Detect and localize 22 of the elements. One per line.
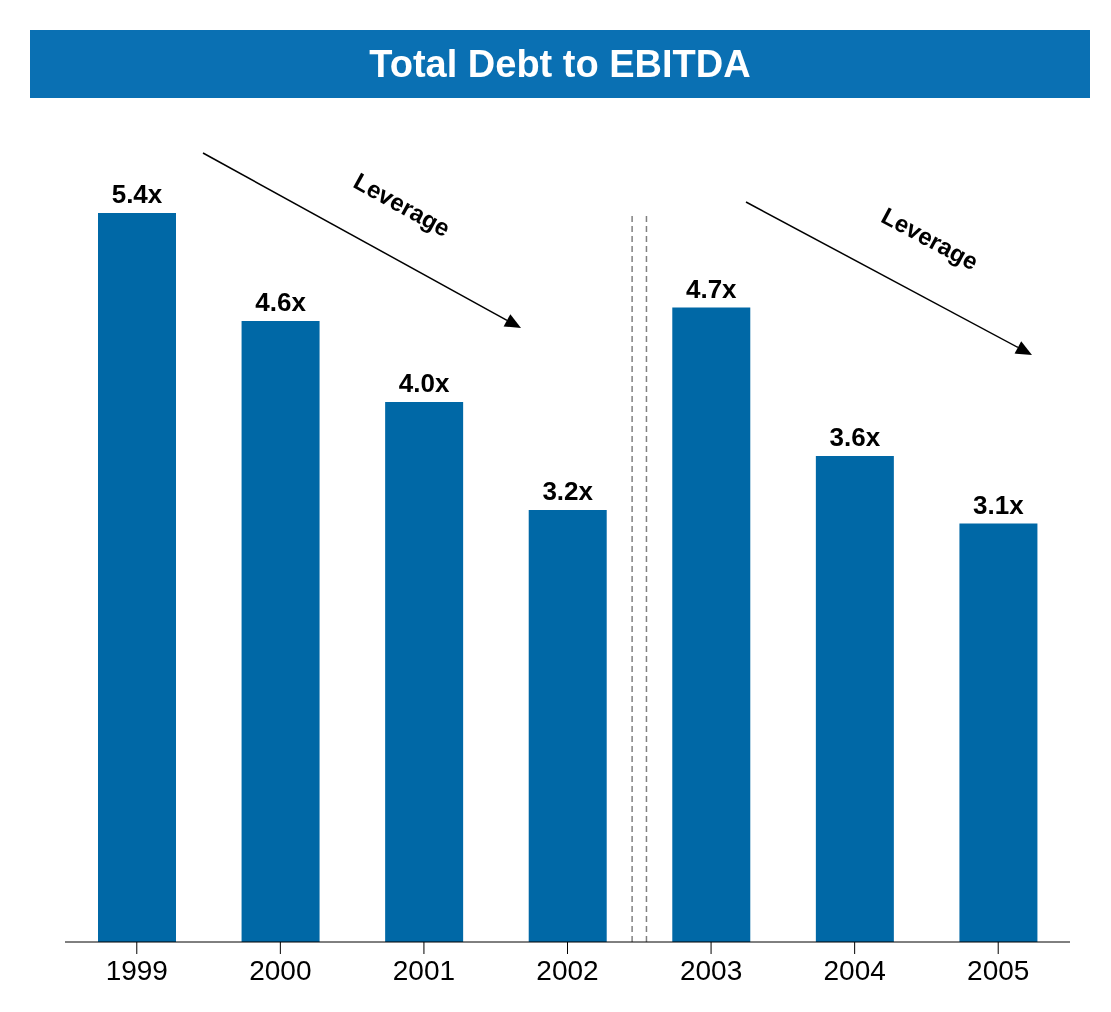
data-label: 3.6x [829,422,881,452]
data-label: 4.0x [398,368,450,398]
data-label: 4.7x [685,273,738,304]
chart-title: Total Debt to EBITDA [30,30,1090,98]
bar [385,402,464,942]
bar [815,456,894,942]
bar [672,307,751,942]
data-label: 4.6x [255,287,307,317]
bar [528,510,607,942]
bar [959,523,1038,942]
x-tick-label: 2002 [536,954,599,986]
data-label: 5.4x [111,179,163,209]
x-tick-label: 1999 [105,954,168,986]
bar [98,213,176,942]
bar [241,321,320,942]
x-tick-label: 2005 [967,954,1030,986]
data-label: 3.2x [542,476,594,506]
x-tick-label: 2003 [679,954,743,986]
x-tick-label: 2000 [249,954,312,986]
x-tick-label: 2001 [392,954,456,986]
x-tick-label: 2004 [823,954,886,986]
data-label: 3.1x [973,489,1025,520]
